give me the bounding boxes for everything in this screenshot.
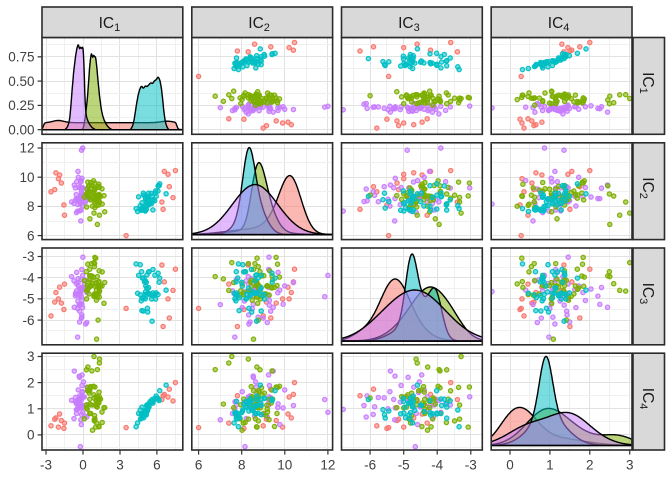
svg-text:-4: -4 xyxy=(22,270,34,285)
svg-text:2: 2 xyxy=(586,458,594,473)
svg-text:8: 8 xyxy=(27,199,35,214)
svg-text:3: 3 xyxy=(27,349,35,364)
svg-text:-5: -5 xyxy=(398,458,410,473)
svg-text:-6: -6 xyxy=(364,458,376,473)
svg-text:10: 10 xyxy=(19,170,34,185)
svg-text:2: 2 xyxy=(27,375,35,390)
svg-text:12: 12 xyxy=(19,141,34,156)
svg-text:10: 10 xyxy=(277,458,292,473)
svg-text:8: 8 xyxy=(238,458,246,473)
svg-text:-4: -4 xyxy=(431,458,443,473)
svg-text:0: 0 xyxy=(506,458,514,473)
svg-text:6: 6 xyxy=(27,228,35,243)
svg-text:0.00: 0.00 xyxy=(8,122,34,137)
svg-text:6: 6 xyxy=(153,458,161,473)
svg-text:3: 3 xyxy=(116,458,124,473)
svg-text:-3: -3 xyxy=(22,249,34,264)
svg-text:-3: -3 xyxy=(465,458,477,473)
svg-text:-3: -3 xyxy=(40,458,52,473)
svg-text:-5: -5 xyxy=(22,292,34,307)
svg-text:3: 3 xyxy=(626,458,634,473)
svg-text:6: 6 xyxy=(195,458,203,473)
svg-text:1: 1 xyxy=(27,402,35,417)
svg-text:0.75: 0.75 xyxy=(8,50,34,65)
svg-text:-6: -6 xyxy=(22,313,34,328)
svg-text:12: 12 xyxy=(320,458,335,473)
svg-text:0.25: 0.25 xyxy=(8,98,34,113)
svg-text:0.50: 0.50 xyxy=(8,74,34,89)
svg-text:1: 1 xyxy=(546,458,554,473)
svg-text:0: 0 xyxy=(27,428,35,443)
svg-text:0: 0 xyxy=(79,458,87,473)
